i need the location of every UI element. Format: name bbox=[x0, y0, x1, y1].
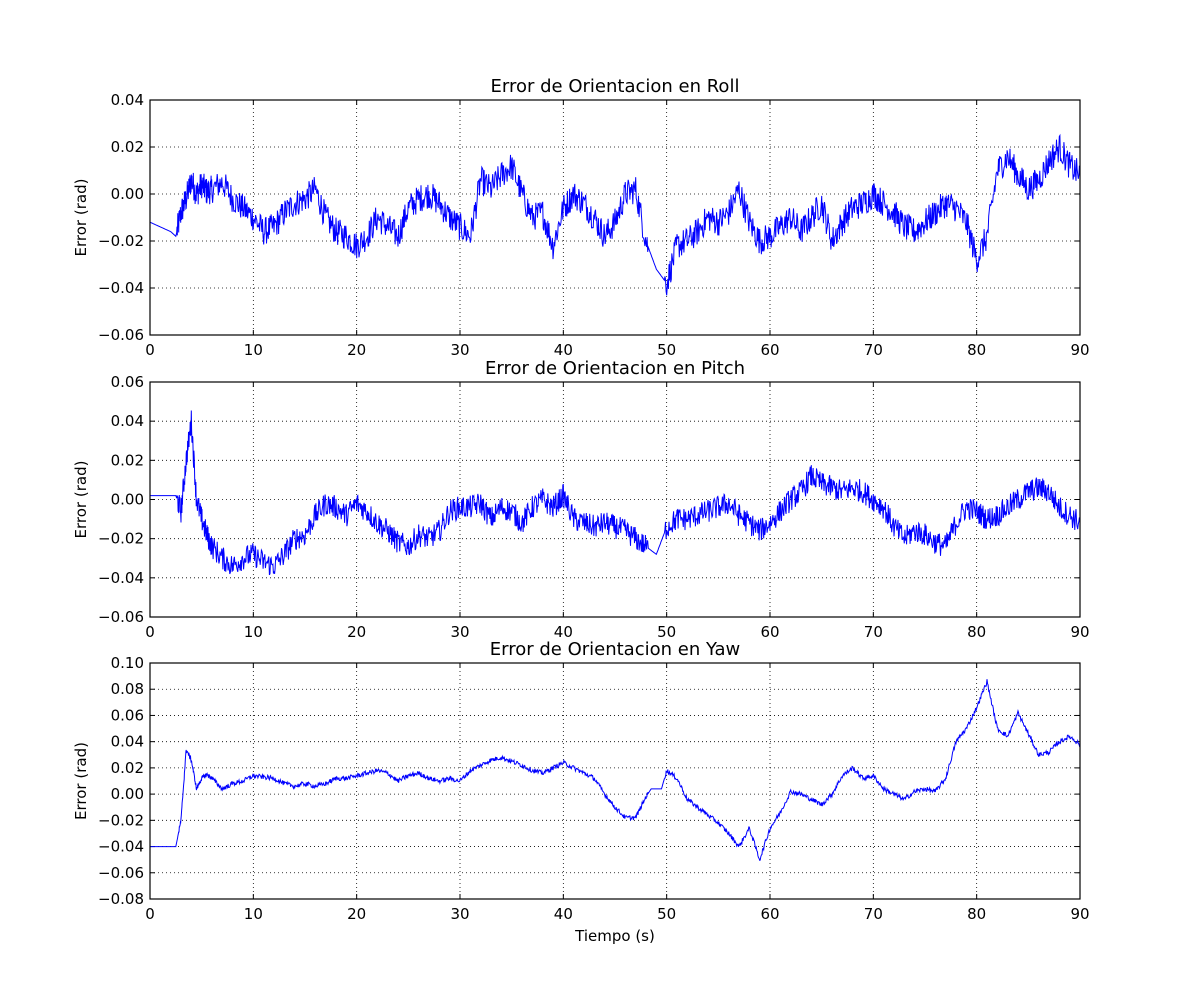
panel-2: Error de Orientacion en Yaw Error (rad) Ti… bbox=[72, 639, 1090, 945]
x-tick-label: 10 bbox=[244, 905, 263, 923]
series-line-0 bbox=[150, 679, 1080, 861]
y-tick-label: −0.02 bbox=[98, 811, 144, 829]
y-tick-label: −0.02 bbox=[98, 530, 144, 548]
x-tick-label: 70 bbox=[864, 905, 883, 923]
y-tick-label: 0.00 bbox=[111, 185, 144, 203]
x-tick-label: 90 bbox=[1070, 341, 1089, 359]
y-tick-label: 0.10 bbox=[111, 654, 144, 672]
axes-frame bbox=[149, 381, 1081, 618]
x-tick-label: 0 bbox=[145, 341, 155, 359]
y-tick-label: −0.08 bbox=[98, 890, 144, 908]
x-axis-label: Tiempo (s) bbox=[574, 927, 655, 945]
series-line-0 bbox=[150, 410, 1080, 576]
y-tick-label: 0.06 bbox=[111, 373, 144, 391]
y-tick-label: 0.02 bbox=[111, 451, 144, 469]
x-tick-label: 40 bbox=[554, 341, 573, 359]
y-tick-label: 0.08 bbox=[111, 680, 144, 698]
y-tick-label: 0.00 bbox=[111, 491, 144, 509]
y-tick-label: −0.04 bbox=[98, 569, 144, 587]
y-tick-label: −0.04 bbox=[98, 279, 144, 297]
y-tick-label: 0.04 bbox=[111, 733, 144, 751]
y-tick-label: 0.04 bbox=[111, 91, 144, 109]
x-tick-label: 80 bbox=[967, 623, 986, 641]
series-line-0 bbox=[150, 133, 1080, 296]
x-tick-label: 0 bbox=[145, 623, 155, 641]
chart-title: Error de Orientacion en Roll bbox=[491, 76, 740, 97]
x-tick-label: 70 bbox=[864, 623, 883, 641]
y-axis-label: Error (rad) bbox=[72, 742, 90, 820]
y-tick-label: −0.06 bbox=[98, 864, 144, 882]
x-tick-label: 20 bbox=[347, 341, 366, 359]
x-tick-label: 70 bbox=[864, 341, 883, 359]
x-tick-label: 90 bbox=[1070, 905, 1089, 923]
y-tick-label: −0.06 bbox=[98, 326, 144, 344]
panel-1: Error de Orientacion en Pitch Error (rad)… bbox=[72, 358, 1090, 641]
y-tick-label: −0.06 bbox=[98, 608, 144, 626]
x-tick-label: 30 bbox=[450, 341, 469, 359]
y-axis-label: Error (rad) bbox=[72, 179, 90, 257]
y-tick-label: 0.06 bbox=[111, 706, 144, 724]
x-tick-label: 40 bbox=[554, 905, 573, 923]
y-tick-label: 0.02 bbox=[111, 138, 144, 156]
y-tick-label: 0.02 bbox=[111, 759, 144, 777]
x-tick-label: 30 bbox=[450, 905, 469, 923]
x-tick-label: 90 bbox=[1070, 623, 1089, 641]
x-tick-label: 20 bbox=[347, 905, 366, 923]
x-tick-label: 40 bbox=[554, 623, 573, 641]
y-tick-label: −0.02 bbox=[98, 232, 144, 250]
x-tick-label: 80 bbox=[967, 905, 986, 923]
x-tick-label: 20 bbox=[347, 623, 366, 641]
x-tick-label: 10 bbox=[244, 623, 263, 641]
x-tick-label: 60 bbox=[760, 341, 779, 359]
x-tick-label: 50 bbox=[657, 623, 676, 641]
x-tick-label: 0 bbox=[145, 905, 155, 923]
y-tick-label: 0.04 bbox=[111, 412, 144, 430]
chart-title: Error de Orientacion en Pitch bbox=[485, 358, 745, 379]
chart-title: Error de Orientacion en Yaw bbox=[490, 639, 740, 660]
y-tick-label: −0.04 bbox=[98, 838, 144, 856]
x-tick-label: 10 bbox=[244, 341, 263, 359]
panel-0: Error de Orientacion en Roll Error (rad) 0… bbox=[72, 76, 1090, 359]
y-tick-label: 0.00 bbox=[111, 785, 144, 803]
x-tick-label: 50 bbox=[657, 905, 676, 923]
x-tick-label: 50 bbox=[657, 341, 676, 359]
axes-frame bbox=[149, 662, 1081, 900]
x-tick-label: 60 bbox=[760, 623, 779, 641]
axes-frame bbox=[149, 99, 1081, 336]
x-tick-label: 80 bbox=[967, 341, 986, 359]
y-axis-label: Error (rad) bbox=[72, 461, 90, 539]
x-tick-label: 30 bbox=[450, 623, 469, 641]
x-tick-label: 60 bbox=[760, 905, 779, 923]
